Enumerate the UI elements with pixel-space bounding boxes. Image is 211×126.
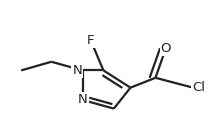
Text: N: N bbox=[78, 93, 88, 106]
Text: Cl: Cl bbox=[192, 81, 205, 94]
Text: F: F bbox=[87, 34, 95, 47]
Text: O: O bbox=[161, 42, 171, 55]
Text: N: N bbox=[73, 64, 82, 77]
